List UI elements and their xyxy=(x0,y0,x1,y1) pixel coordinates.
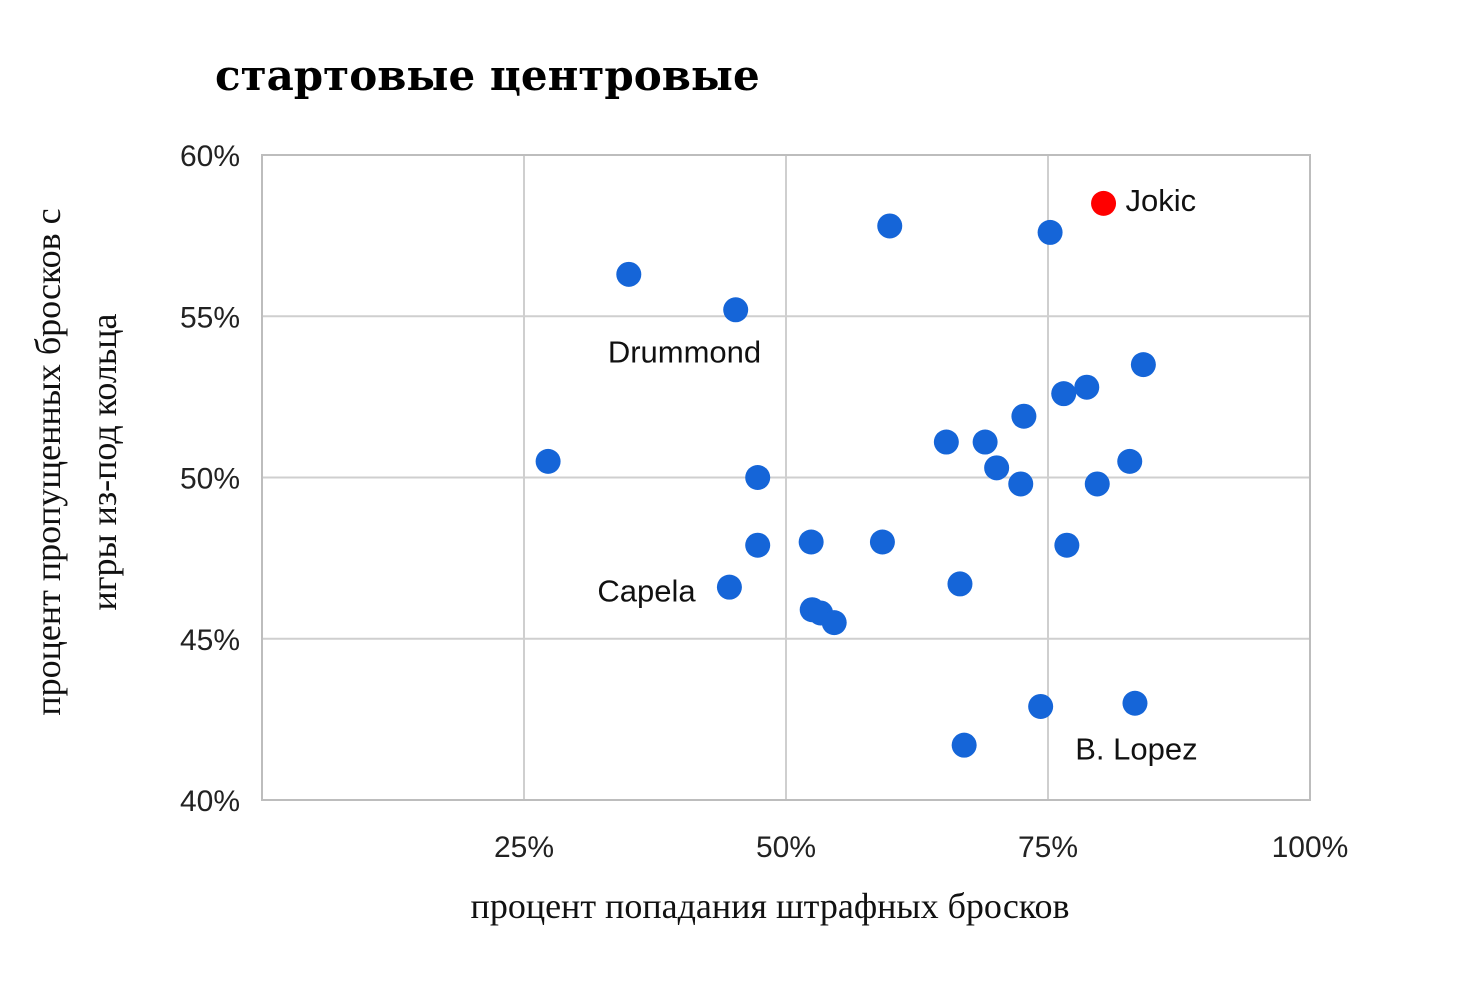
data-point xyxy=(1008,471,1034,497)
y-axis-title-line-2: игры из-под кольца xyxy=(84,313,124,610)
data-point xyxy=(535,448,561,474)
data-point xyxy=(1054,532,1080,558)
point-annotation: Capela xyxy=(597,573,696,608)
data-point xyxy=(972,429,998,455)
data-point xyxy=(745,532,771,558)
y-tick-label: 55% xyxy=(180,301,240,334)
x-tick-label: 75% xyxy=(1018,831,1078,864)
data-point xyxy=(1117,448,1143,474)
data-point xyxy=(869,529,895,555)
data-point xyxy=(1011,403,1037,429)
x-tick-label: 100% xyxy=(1272,831,1349,864)
data-point xyxy=(951,732,977,758)
x-tick-label: 50% xyxy=(756,831,816,864)
point-annotation: Jokic xyxy=(1126,183,1197,218)
x-axis-title: процент попадания штрафных бросков xyxy=(471,886,1070,926)
x-axis-ticks: 25% 50% 75% 100% xyxy=(494,831,1348,864)
y-tick-label: 45% xyxy=(180,624,240,657)
data-point xyxy=(1122,690,1148,716)
data-point xyxy=(716,574,742,600)
data-point xyxy=(821,610,847,636)
data-point xyxy=(984,455,1010,481)
highlighted-data-point xyxy=(1091,190,1117,216)
point-annotation: Drummond xyxy=(608,335,761,370)
data-point xyxy=(1051,381,1077,407)
plot-area xyxy=(261,154,1311,801)
data-point xyxy=(1130,352,1156,378)
data-point xyxy=(798,529,824,555)
y-tick-label: 40% xyxy=(180,785,240,818)
y-tick-label: 50% xyxy=(180,463,240,496)
data-point xyxy=(1074,374,1100,400)
data-point xyxy=(933,429,959,455)
data-point xyxy=(745,465,771,490)
x-tick-label: 25% xyxy=(494,831,554,864)
data-point xyxy=(947,571,973,597)
y-axis-ticks: 60% 55% 50% 45% 40% xyxy=(180,140,240,818)
data-points xyxy=(535,190,1156,758)
grid-lines xyxy=(262,154,1311,801)
data-point xyxy=(1084,471,1110,497)
data-point xyxy=(1037,219,1063,245)
chart-title: стартовые центровые xyxy=(215,51,760,100)
data-point xyxy=(877,213,903,239)
data-point xyxy=(723,297,749,323)
data-point xyxy=(616,261,642,287)
y-axis-title-line-1: процент пропущенных бросков с xyxy=(28,208,68,715)
y-tick-label: 60% xyxy=(180,140,240,173)
annotations: Jokic Drummond Capela B. Lopez xyxy=(597,183,1197,766)
data-point xyxy=(1028,693,1054,719)
point-annotation: B. Lopez xyxy=(1075,731,1197,766)
